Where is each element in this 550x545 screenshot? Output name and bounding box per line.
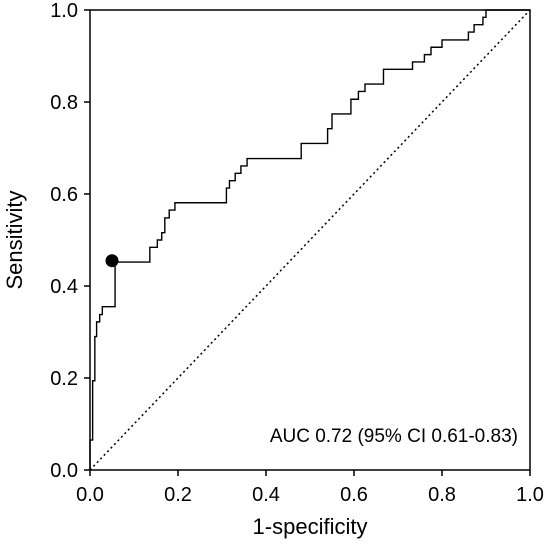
y-tick-label: 0.2	[50, 368, 78, 390]
y-axis: 0.0 0.2 0.4 0.6 0.8 1.0	[50, 0, 90, 482]
y-tick-label: 0.4	[50, 276, 78, 298]
y-axis-title: Sensitivity	[2, 190, 27, 289]
series-layer	[89, 9, 531, 471]
x-tick-label: 1.0	[516, 484, 544, 506]
y-tick-label: 1.0	[50, 0, 78, 22]
x-axis: 0.0 0.2 0.4 0.6 0.8 1.0	[76, 470, 544, 506]
y-tick-label: 0.6	[50, 184, 78, 206]
x-tick-label: 0.4	[252, 484, 280, 506]
x-tick-label: 0.0	[76, 484, 104, 506]
y-tick-label: 0.0	[50, 460, 78, 482]
x-tick-label: 0.2	[164, 484, 192, 506]
optimal-cutoff-point	[105, 254, 119, 268]
annotation-auc: AUC 0.72 (95% CI 0.61-0.83)	[270, 426, 518, 447]
reference-diagonal-line	[89, 9, 531, 471]
y-tick-label: 0.8	[50, 92, 78, 114]
plot-frame	[89, 9, 531, 471]
x-tick-label: 0.6	[340, 484, 368, 506]
x-tick-label: 0.8	[428, 484, 456, 506]
roc-curve-line	[89, 9, 530, 470]
x-axis-title: 1-specificity	[253, 514, 368, 539]
